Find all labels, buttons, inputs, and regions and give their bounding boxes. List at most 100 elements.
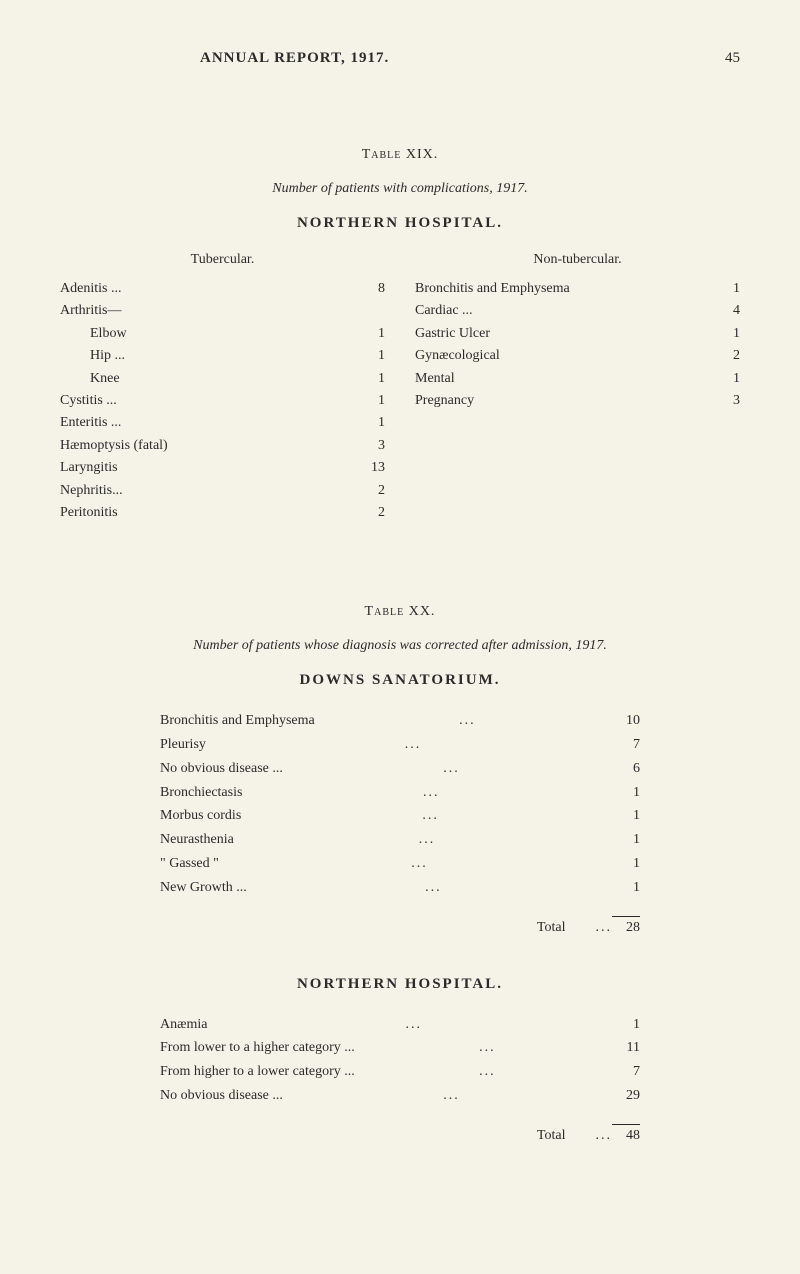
- ellipsis: ...: [411, 852, 428, 876]
- row-value: 1: [620, 804, 640, 828]
- header-title: ANNUAL REPORT, 1917.: [200, 50, 389, 67]
- dot-leader: [505, 358, 715, 359]
- dot-leader: [575, 291, 715, 292]
- dot-leader: [126, 291, 360, 292]
- table-row: No obvious disease ......6: [160, 757, 640, 781]
- dot-leader: [130, 358, 360, 359]
- ellipsis: ...: [596, 920, 613, 936]
- row-label: Gynæcological: [415, 345, 500, 367]
- dot-leader: [122, 403, 360, 404]
- ellipsis: ...: [405, 1013, 422, 1037]
- dot-leader: [123, 470, 360, 471]
- table-row: " Gassed "...1: [160, 852, 640, 876]
- ellipsis: ...: [419, 828, 436, 852]
- row-value: 4: [720, 300, 740, 322]
- northern-total-row: Total ... 48: [160, 1118, 640, 1144]
- row-value: 1: [620, 828, 640, 852]
- row-label: Knee: [60, 368, 120, 390]
- downs-body: Bronchitis and Emphysema...10Pleurisy...…: [160, 709, 640, 935]
- table-row: Knee1: [60, 368, 385, 390]
- dot-leader: [247, 795, 418, 796]
- table-row: Gynæcological2: [415, 345, 740, 367]
- table-row: New Growth ......1: [160, 876, 640, 900]
- ellipsis: ...: [596, 1128, 613, 1144]
- row-value: 1: [620, 781, 640, 805]
- dot-leader: [440, 842, 615, 843]
- row-value: 1: [620, 876, 640, 900]
- dot-leader: [426, 747, 615, 748]
- dot-leader: [125, 381, 360, 382]
- dot-leader: [126, 425, 360, 426]
- ellipsis: ...: [423, 781, 440, 805]
- row-label: Anæmia: [160, 1013, 207, 1037]
- table-row: Neurasthenia...1: [160, 828, 640, 852]
- northern-rows: Anæmia...1From lower to a higher categor…: [160, 1013, 640, 1108]
- dot-leader: [224, 866, 406, 867]
- table-xx-label: Table XX.: [60, 604, 740, 620]
- dot-leader: [246, 818, 417, 819]
- table-row: Enteritis ...1: [60, 412, 385, 434]
- ellipsis: ...: [405, 733, 422, 757]
- row-label: Bronchiectasis: [160, 781, 242, 805]
- row-label: Adenitis ...: [60, 278, 121, 300]
- northern-body: Anæmia...1From lower to a higher categor…: [160, 1013, 640, 1144]
- table-row: Adenitis ...8: [60, 278, 385, 300]
- table-row: Hæmoptysis (fatal) 3: [60, 435, 385, 457]
- dot-leader: [212, 1027, 400, 1028]
- table-row: Arthritis—: [60, 300, 385, 322]
- dot-leader: [444, 795, 615, 796]
- table-row: Pleurisy...7: [160, 733, 640, 757]
- table-row: Mental1: [415, 368, 740, 390]
- tubercular-rows: Adenitis ...8Arthritis—Elbow1Hip ...1Kne…: [60, 278, 385, 524]
- table-row: Elbow1: [60, 323, 385, 345]
- dot-leader: [495, 336, 715, 337]
- row-value: 1: [365, 323, 385, 345]
- downs-total-label: Total: [537, 920, 566, 936]
- table-row: Bronchitis and Emphysema...10: [160, 709, 640, 733]
- row-value: 1: [720, 278, 740, 300]
- ellipsis: ...: [443, 1084, 460, 1108]
- row-value: 11: [620, 1036, 640, 1060]
- row-label: From higher to a lower category ...: [160, 1060, 355, 1084]
- row-value: 1: [720, 368, 740, 390]
- row-label: Bronchitis and Emphysema: [160, 709, 315, 733]
- dot-leader: [173, 448, 360, 449]
- table-row: From lower to a higher category ......11: [160, 1036, 640, 1060]
- row-value: 7: [620, 1060, 640, 1084]
- northern-hospital-title-2: NORTHERN HOSPITAL.: [60, 976, 740, 993]
- dot-leader: [460, 381, 715, 382]
- ellipsis: ...: [443, 757, 460, 781]
- row-label: Cystitis ...: [60, 390, 117, 412]
- dot-leader: [123, 515, 360, 516]
- northern-total-value: 48: [612, 1124, 640, 1144]
- ellipsis: ...: [479, 1060, 496, 1084]
- row-label: Bronchitis and Emphysema: [415, 278, 570, 300]
- table-row: Morbus cordis...1: [160, 804, 640, 828]
- row-label: Enteritis ...: [60, 412, 121, 434]
- table-row: Bronchiectasis... 1: [160, 781, 640, 805]
- non-tubercular-column: Non-tubercular. Bronchitis and Emphysema…: [415, 252, 740, 524]
- row-value: 3: [365, 435, 385, 457]
- dot-leader: [126, 313, 360, 314]
- table-row: Nephritis...2: [60, 480, 385, 502]
- table-row: Hip ...1: [60, 345, 385, 367]
- row-label: Hæmoptysis (fatal): [60, 435, 168, 457]
- dot-leader: [128, 493, 360, 494]
- ellipsis: ...: [425, 876, 442, 900]
- row-label: Nephritis...: [60, 480, 123, 502]
- downs-total-value: 28: [612, 916, 640, 936]
- ellipsis: ...: [479, 1036, 496, 1060]
- table-row: From higher to a lower category ...... 7: [160, 1060, 640, 1084]
- dot-leader: [465, 771, 615, 772]
- dot-leader: [444, 818, 615, 819]
- table-row: Peritonitis2: [60, 502, 385, 524]
- row-value: 1: [365, 390, 385, 412]
- table-row: Pregnancy3: [415, 390, 740, 412]
- table-row: Gastric Ulcer1: [415, 323, 740, 345]
- dot-leader: [481, 723, 615, 724]
- non-tubercular-header: Non-tubercular.: [415, 252, 740, 268]
- table-xix-body: Tubercular. Adenitis ...8Arthritis—Elbow…: [60, 252, 740, 524]
- row-label: Pleurisy: [160, 733, 206, 757]
- tubercular-header: Tubercular.: [60, 252, 385, 268]
- row-value: 1: [720, 323, 740, 345]
